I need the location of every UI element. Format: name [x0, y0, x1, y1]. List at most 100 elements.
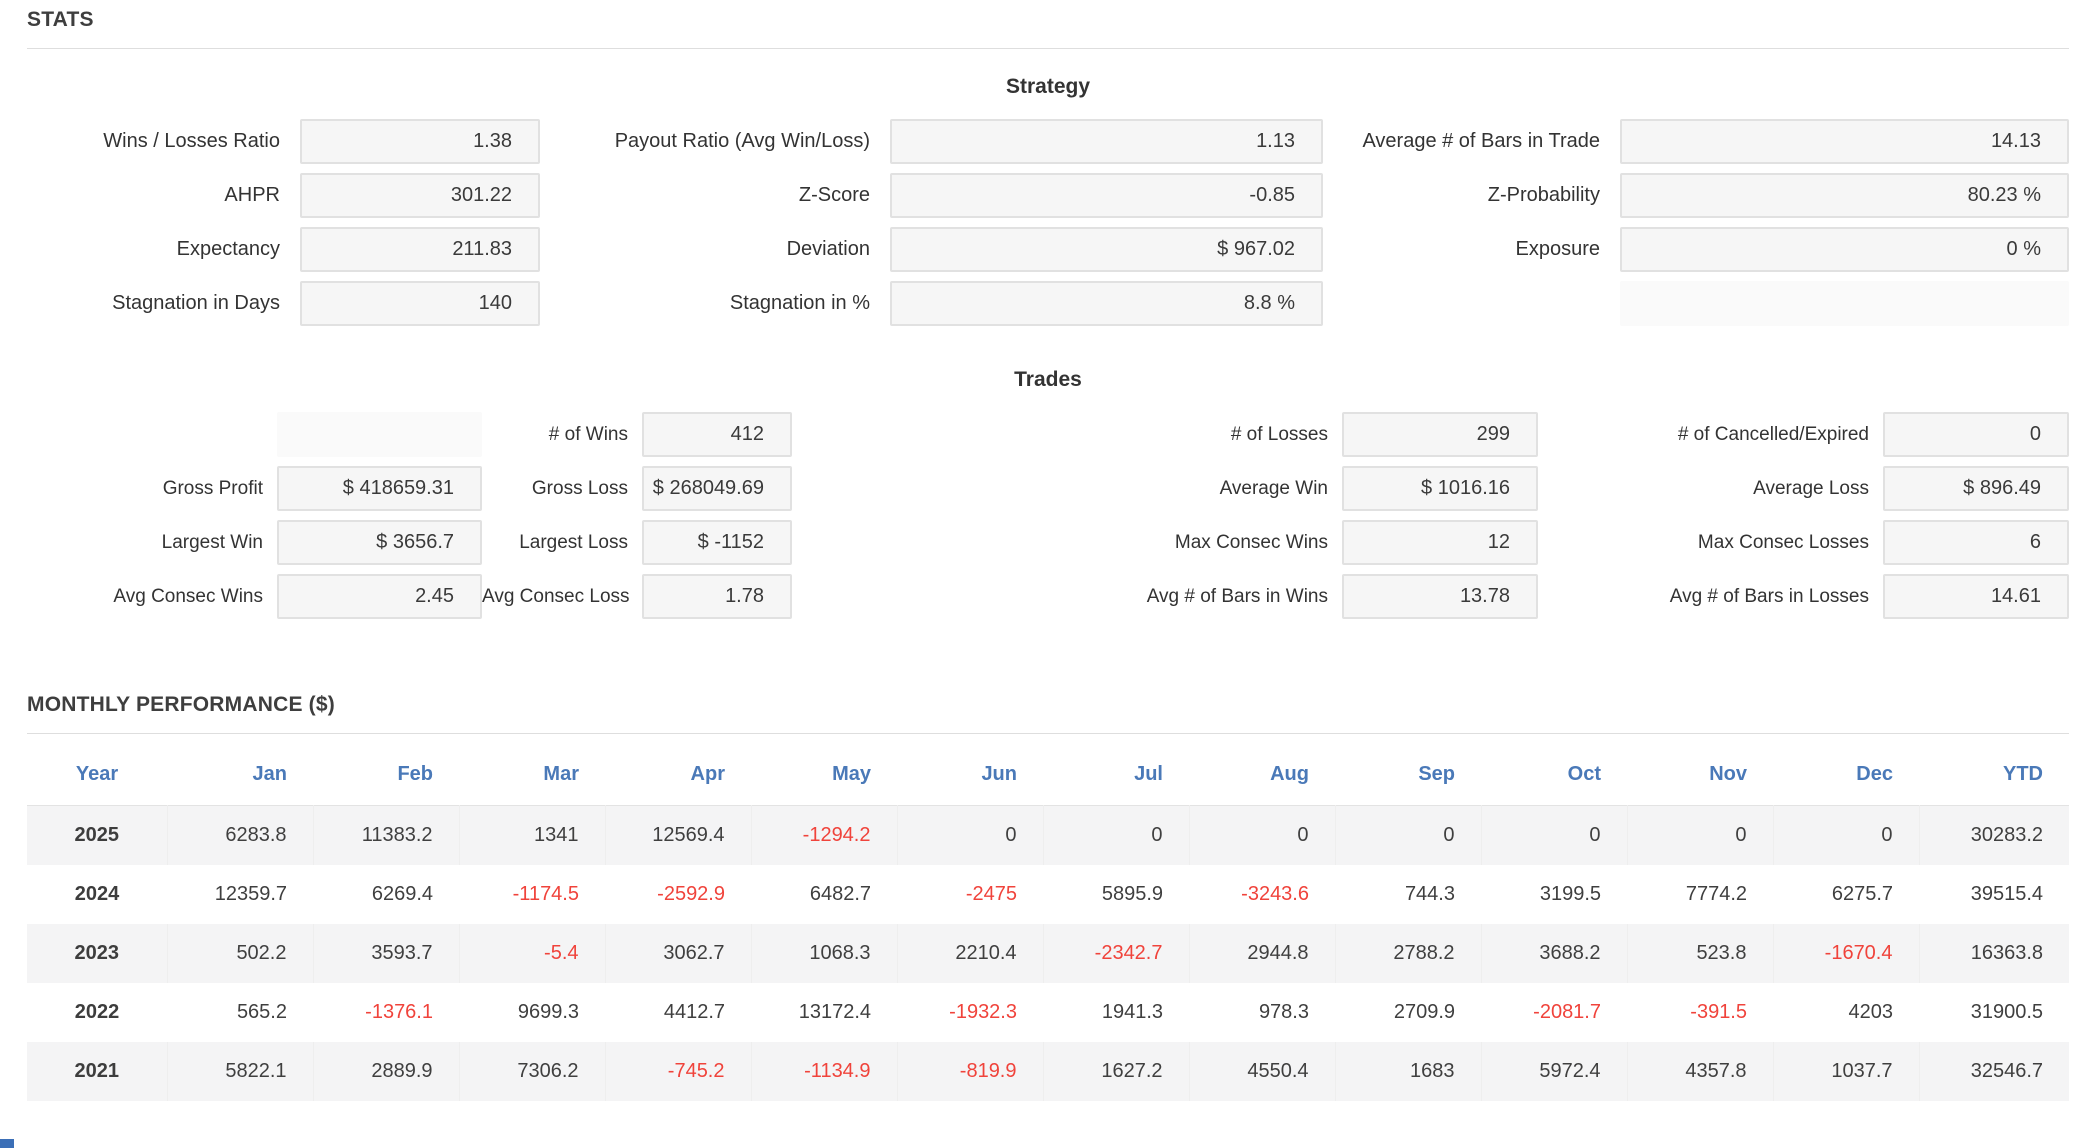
ytd-cell: 31900.5 [1970, 1001, 2043, 1023]
year-cell: 2025 [74, 824, 120, 846]
month-column-header: Apr [690, 763, 725, 785]
stat-label: Largest Loss [519, 531, 628, 553]
table-row: 2024 12359.7 6269.4 -1174.5 -2592.9 6482… [27, 865, 2069, 924]
month-value-cell: 5822.1 [166, 1042, 313, 1101]
stat-value-box: 14.13 [1620, 119, 2069, 164]
table-row: 2021 5822.1 2889.9 7306.2 -745.2 -1134.9… [27, 1042, 2069, 1101]
stat-label: Deviation [786, 238, 870, 260]
month-value-cell: 4357.8 [1626, 1042, 1773, 1101]
stat-value-box: 14.61 [1883, 574, 2069, 619]
stat-value-box: 13.78 [1342, 574, 1538, 619]
stat-label: Avg Consec Loss [482, 585, 630, 607]
month-value-cell: 1683 [1334, 1042, 1481, 1101]
month-value-cell: 11383.2 [312, 805, 459, 865]
month-value-cell: -1670.4 [1772, 924, 1919, 983]
monthly-performance-title: MONTHLY PERFORMANCE ($) [27, 693, 335, 716]
year-cell: 2023 [74, 942, 120, 964]
month-value-cell: 3688.2 [1480, 924, 1627, 983]
month-value-cell: -1376.1 [365, 1001, 433, 1023]
month-value-cell: 0 [896, 805, 1043, 865]
month-value-cell: 3062.7 [604, 924, 751, 983]
stat-value-box: 0 % [1620, 227, 2069, 272]
month-value-cell: -5.4 [458, 924, 605, 983]
monthly-performance-table: Year Jan Feb Mar Apr May Jun Jul Aug Sep… [27, 744, 2069, 1101]
stat-value-box: $ 967.02 [890, 227, 1323, 272]
stat-label: # of Wins [548, 423, 628, 445]
month-value-cell: 7306.2 [458, 1042, 605, 1101]
month-value-cell: 4550.4 [1188, 1042, 1335, 1101]
month-value-cell: 0 [1334, 805, 1481, 865]
month-value-cell: 0 [1042, 805, 1189, 865]
month-value-cell: 5972.4 [1480, 1042, 1627, 1101]
month-value-cell: 5895.9 [1101, 883, 1163, 905]
empty-value-box [277, 412, 482, 457]
stat-label: Wins / Losses Ratio [103, 130, 280, 152]
month-value-cell: -2342.7 [1042, 924, 1189, 983]
empty-value-box [1620, 281, 2069, 326]
stat-value-box: 2.45 [277, 574, 482, 619]
monthly-divider [27, 733, 2069, 734]
year-column-header: Year [75, 763, 119, 785]
month-value-cell: -1294.2 [750, 805, 897, 865]
stat-value-box: 12 [1342, 520, 1538, 565]
trades-heading: Trades [1014, 368, 1082, 391]
year-cell: 2024 [74, 883, 120, 905]
ytd-cell: 32546.7 [1918, 1042, 2069, 1101]
month-column-header: Feb [397, 763, 433, 785]
month-column-header: Sep [1418, 763, 1455, 785]
stat-value-box: $ 896.49 [1883, 466, 2069, 511]
month-value-cell: 0 [1480, 805, 1627, 865]
stat-label: Z-Probability [1487, 184, 1600, 206]
stat-value-box: 1.13 [890, 119, 1323, 164]
month-value-cell: -1134.9 [750, 1042, 897, 1101]
stat-value-box: 412 [642, 412, 792, 457]
month-value-cell: -2081.7 [1533, 1001, 1601, 1023]
month-column-header: Nov [1709, 763, 1747, 785]
stat-value-box: 299 [1342, 412, 1538, 457]
ytd-column-header: YTD [2003, 763, 2043, 785]
month-value-cell: 565.2 [236, 1001, 287, 1023]
month-value-cell: 1627.2 [1042, 1042, 1189, 1101]
month-value-cell: 1941.3 [1101, 1001, 1163, 1023]
stat-label: Average Loss [1753, 477, 1869, 499]
stat-value-box: $ 268049.69 [642, 466, 792, 511]
stat-value-box: 6 [1883, 520, 2069, 565]
month-value-cell: 1341 [458, 805, 605, 865]
stat-value-box: 80.23 % [1620, 173, 2069, 218]
stat-label: Avg # of Bars in Losses [1669, 585, 1869, 607]
month-value-cell: 6275.7 [1831, 883, 1893, 905]
table-row: 2023 502.2 3593.7 -5.4 3062.7 1068.3 221… [27, 924, 2069, 983]
month-value-cell: 1068.3 [750, 924, 897, 983]
month-column-header: Mar [543, 763, 579, 785]
stats-section-title: STATS [27, 8, 94, 31]
stat-label: Expectancy [176, 238, 280, 260]
month-column-header: Jun [981, 763, 1017, 785]
stat-label: # of Losses [1230, 423, 1328, 445]
month-value-cell: 3593.7 [312, 924, 459, 983]
month-value-cell: 13172.4 [798, 1001, 871, 1023]
month-value-cell: -3243.6 [1241, 883, 1309, 905]
stat-label: Z-Score [798, 184, 870, 206]
stat-label: Largest Win [161, 531, 263, 553]
stat-label: Gross Loss [531, 477, 628, 499]
stat-label: AHPR [224, 184, 280, 206]
month-value-cell: 2788.2 [1334, 924, 1481, 983]
stat-label: Avg Consec Wins [113, 585, 263, 607]
ytd-cell: 16363.8 [1918, 924, 2069, 983]
ytd-cell: 30283.2 [1918, 805, 2069, 865]
month-value-cell: 2944.8 [1188, 924, 1335, 983]
month-column-header: Aug [1270, 763, 1309, 785]
month-value-cell: -819.9 [896, 1042, 1043, 1101]
stat-value-box: 211.83 [300, 227, 540, 272]
stat-label: Gross Profit [162, 477, 263, 499]
month-value-cell: 523.8 [1626, 924, 1773, 983]
stat-label: Payout Ratio (Avg Win/Loss) [614, 130, 870, 152]
month-column-header: Jan [252, 763, 287, 785]
strategy-stats-grid: Wins / Losses Ratio 1.38 Payout Ratio (A… [27, 119, 2069, 326]
month-value-cell: 6269.4 [371, 883, 433, 905]
year-cell: 2021 [74, 1060, 120, 1082]
month-value-cell: -2475 [965, 883, 1017, 905]
stat-value-box: -0.85 [890, 173, 1323, 218]
table-header-row: Year Jan Feb Mar Apr May Jun Jul Aug Sep… [27, 744, 2069, 806]
month-column-header: May [832, 763, 871, 785]
